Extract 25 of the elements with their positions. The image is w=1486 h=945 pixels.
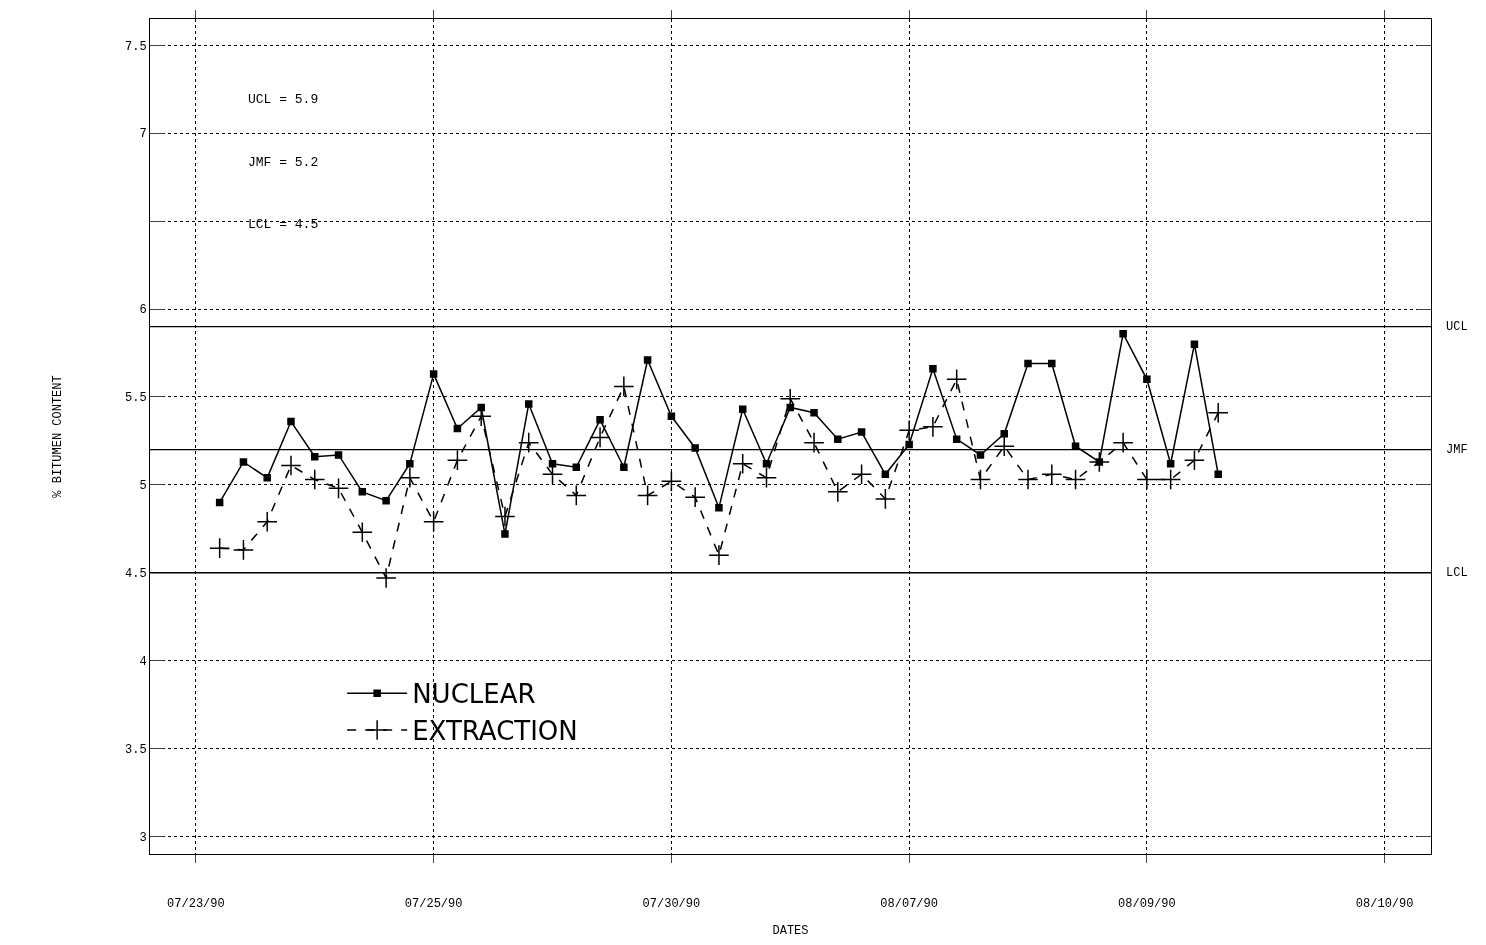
legend-label: NUCLEAR xyxy=(412,679,536,710)
y-tick-label: 5 xyxy=(139,479,147,494)
x-tick-label: 07/25/90 xyxy=(404,897,463,912)
x-tick-label: 07/23/90 xyxy=(167,897,225,912)
y-tick-label: 4 xyxy=(139,654,147,669)
x-tick-label: 07/30/90 xyxy=(642,897,701,912)
x-tick-label: 08/07/90 xyxy=(880,897,938,912)
ref-line-label: LCL xyxy=(1446,566,1468,580)
y-tick-label: 6 xyxy=(139,303,147,318)
x-tick-label: 08/09/90 xyxy=(1118,897,1176,912)
legend-label: EXTRACTION xyxy=(412,716,578,747)
x-tick-label: 08/10/90 xyxy=(1355,897,1414,912)
y-tick-label: 4.5 xyxy=(124,566,147,581)
y-tick-label: 3.5 xyxy=(124,742,147,757)
y-tick-label: 7.5 xyxy=(124,39,147,54)
x-axis-title: DATES xyxy=(772,924,809,939)
y-axis-title: % BITUMEN CONTENT xyxy=(51,375,66,498)
ref-line-label: JMF xyxy=(1446,443,1468,457)
y-tick-label: 7 xyxy=(139,127,147,142)
y-tick-label: 3 xyxy=(139,830,147,845)
annotation: UCL = 5.9 xyxy=(248,92,319,107)
annotation: JMF = 5.2 xyxy=(248,155,319,170)
y-tick-label: 5.5 xyxy=(124,391,147,406)
ref-line-label: UCL xyxy=(1446,320,1468,334)
annotation: LCL = 4.5 xyxy=(248,217,319,232)
